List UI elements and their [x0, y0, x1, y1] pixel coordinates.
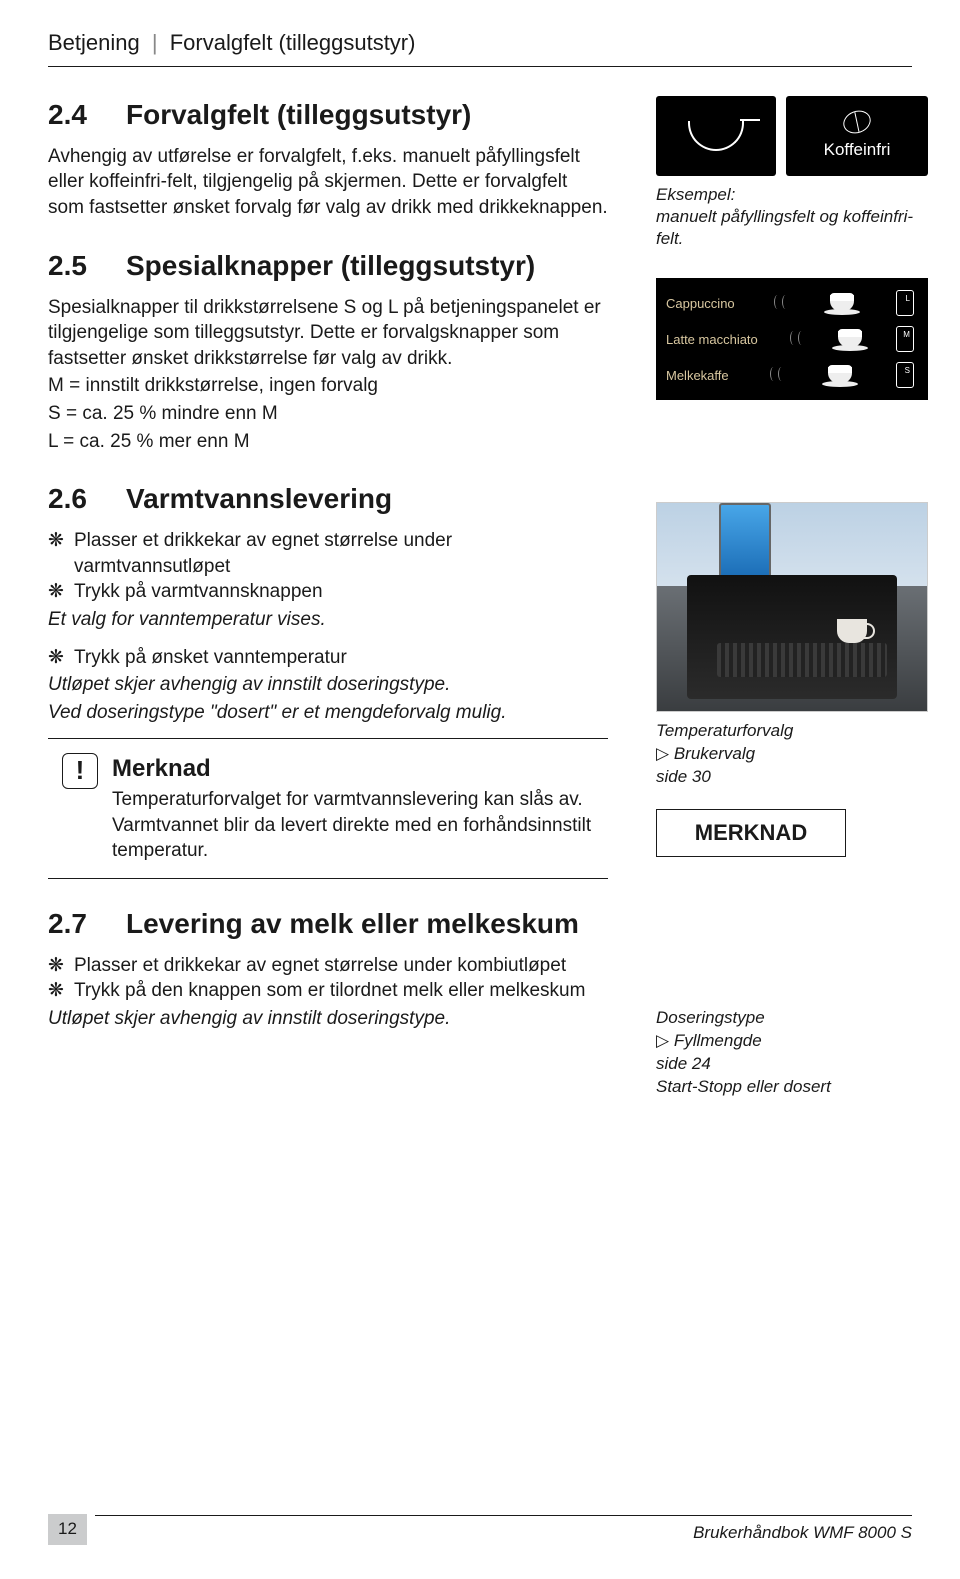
size-glass-icon: S [896, 362, 914, 388]
drink-row: Melkekaffe S [666, 362, 918, 388]
drink-panel: Cappuccino L Latte macchiato M Melkekaff… [656, 278, 928, 400]
bullet-icon: ❋ [48, 953, 74, 979]
heading-title: Forvalgfelt (tilleggsutstyr) [126, 99, 471, 130]
ref-link: Fyllmengde [674, 1031, 762, 1050]
heading-title: Spesialknapper (tilleggsutstyr) [126, 250, 535, 281]
header-separator: | [152, 30, 158, 55]
step-item: ❋Trykk på ønsket vanntemperatur [48, 645, 608, 671]
footer-book-title: Brukerhåndbok WMF 8000 S [95, 1515, 912, 1545]
bullet-icon: ❋ [48, 978, 74, 1004]
cup-icon [826, 365, 854, 385]
caption-text: manuelt påfyllingsfelt og koffeinfri-fel… [656, 207, 913, 248]
drink-label: Latte macchiato [666, 331, 758, 349]
size-letter: S [905, 366, 910, 377]
side-column: Koffeinfri Eksempel: manuelt påfyllingsf… [656, 96, 928, 1099]
size-line-s: S = ca. 25 % mindre enn M [48, 401, 608, 427]
note-block: ! Merknad Temperaturforvalget for varmtv… [48, 738, 608, 864]
rule [48, 878, 608, 879]
step-item: ❋Trykk på varmtvannsknappen [48, 579, 608, 605]
manual-fill-icon [656, 96, 776, 176]
ref-title: Doseringstype [656, 1008, 765, 1027]
triangle-icon: ▷ [656, 744, 669, 763]
paragraph: Spesialknapper til drikkstørrelsene S og… [48, 295, 608, 372]
heading-2-6: 2.6Varmtvannslevering [48, 480, 608, 518]
step-list: ❋Trykk på ønsket vanntemperatur [48, 645, 608, 671]
step-text: Trykk på varmtvannsknappen [74, 579, 323, 605]
cup-icon [837, 619, 867, 643]
step-text: Plasser et drikkekar av egnet størrelse … [74, 953, 566, 979]
size-letter: L [906, 294, 910, 305]
triangle-icon: ▷ [656, 1031, 669, 1050]
note-body: Merknad Temperaturforvalget for varmtvan… [112, 753, 608, 864]
bullet-icon: ❋ [48, 528, 74, 579]
section-2-4: 2.4Forvalgfelt (tilleggsutstyr) Avhengig… [48, 96, 608, 221]
cup-icon [836, 329, 864, 349]
step-text: Plasser et drikkekar av egnet størrelse … [74, 528, 608, 579]
coffee-bean-icon [840, 106, 874, 136]
heading-title: Levering av melk eller melkeskum [126, 908, 579, 939]
note-label-box: MERKNAD [656, 809, 846, 857]
step-item: ❋Plasser et drikkekar av egnet størrelse… [48, 953, 608, 979]
result-text: Utløpet skjer avhengig av innstilt doser… [48, 1006, 608, 1032]
step-text: Trykk på ønsket vanntemperatur [74, 645, 347, 671]
note-title: Merknad [112, 753, 608, 785]
paragraph: Avhengig av utførelse er forvalgfelt, f.… [48, 144, 608, 221]
heading-number: 2.5 [48, 247, 126, 285]
step-list: ❋Plasser et drikkekar av egnet størrelse… [48, 528, 608, 605]
decaf-icon: Koffeinfri [786, 96, 928, 176]
caption-prefix: Eksempel: [656, 185, 735, 204]
size-glass-icon: M [896, 326, 914, 352]
ref-extra: Start-Stopp eller dosert [656, 1077, 831, 1096]
preselect-icons: Koffeinfri [656, 96, 928, 176]
heading-number: 2.6 [48, 480, 126, 518]
result-text: Utløpet skjer avhengig av innstilt doser… [48, 672, 608, 698]
size-line-l: L = ca. 25 % mer enn M [48, 429, 608, 455]
section-2-7: 2.7Levering av melk eller melkeskum ❋Pla… [48, 905, 608, 1032]
bullet-icon: ❋ [48, 579, 74, 605]
ref-page: side 24 [656, 1054, 711, 1073]
step-text: Trykk på den knappen som er tilordnet me… [74, 978, 585, 1004]
heading-number: 2.7 [48, 905, 126, 943]
heading-title: Varmtvannslevering [126, 483, 392, 514]
section-2-6: 2.6Varmtvannslevering ❋Plasser et drikke… [48, 480, 608, 879]
note-text: Temperaturforvalget for varmtvannsleveri… [112, 787, 608, 864]
figure-caption: Eksempel: manuelt påfyllingsfelt og koff… [656, 184, 928, 250]
size-line-m: M = innstilt drikkstørrelse, ingen forva… [48, 373, 608, 399]
decaf-label: Koffeinfri [824, 139, 891, 162]
heading-2-5: 2.5Spesialknapper (tilleggsutstyr) [48, 247, 608, 285]
header-subsection: Forvalgfelt (tilleggsutstyr) [170, 30, 416, 55]
drink-label: Melkekaffe [666, 367, 729, 385]
ref-link: Brukervalg [674, 744, 755, 763]
attention-icon: ! [62, 753, 98, 789]
result-text: Et valg for vanntemperatur vises. [48, 607, 608, 633]
header-section: Betjening [48, 30, 140, 55]
cross-reference: Temperaturforvalg ▷ Brukervalg side 30 [656, 720, 928, 789]
cross-reference: Doseringstype ▷ Fyllmengde side 24 Start… [656, 1007, 928, 1099]
main-column: 2.4Forvalgfelt (tilleggsutstyr) Avhengig… [48, 96, 608, 1058]
bullet-icon: ❋ [48, 645, 74, 671]
machine-photo [656, 502, 928, 712]
steam-icon [766, 365, 788, 385]
heading-2-7: 2.7Levering av melk eller melkeskum [48, 905, 608, 943]
cup-icon [828, 293, 856, 313]
size-glass-icon: L [896, 290, 914, 316]
steam-icon [770, 293, 792, 313]
result-text: Ved doseringstype "dosert" er et mengdef… [48, 700, 608, 726]
ref-title: Temperaturforvalg [656, 721, 793, 740]
drink-row: Cappuccino L [666, 290, 918, 316]
drink-label: Cappuccino [666, 295, 735, 313]
section-2-5: 2.5Spesialknapper (tilleggsutstyr) Spesi… [48, 247, 608, 455]
drink-row: Latte macchiato M [666, 326, 918, 352]
page-number: 12 [48, 1514, 87, 1545]
step-item: ❋Plasser et drikkekar av egnet størrelse… [48, 528, 608, 579]
running-header: Betjening | Forvalgfelt (tilleggsutstyr) [48, 28, 912, 67]
heading-2-4: 2.4Forvalgfelt (tilleggsutstyr) [48, 96, 608, 134]
step-item: ❋Trykk på den knappen som er tilordnet m… [48, 978, 608, 1004]
steam-icon [786, 329, 808, 349]
ref-page: side 30 [656, 767, 711, 786]
size-letter: M [903, 330, 910, 341]
heading-number: 2.4 [48, 96, 126, 134]
step-list: ❋Plasser et drikkekar av egnet størrelse… [48, 953, 608, 1004]
